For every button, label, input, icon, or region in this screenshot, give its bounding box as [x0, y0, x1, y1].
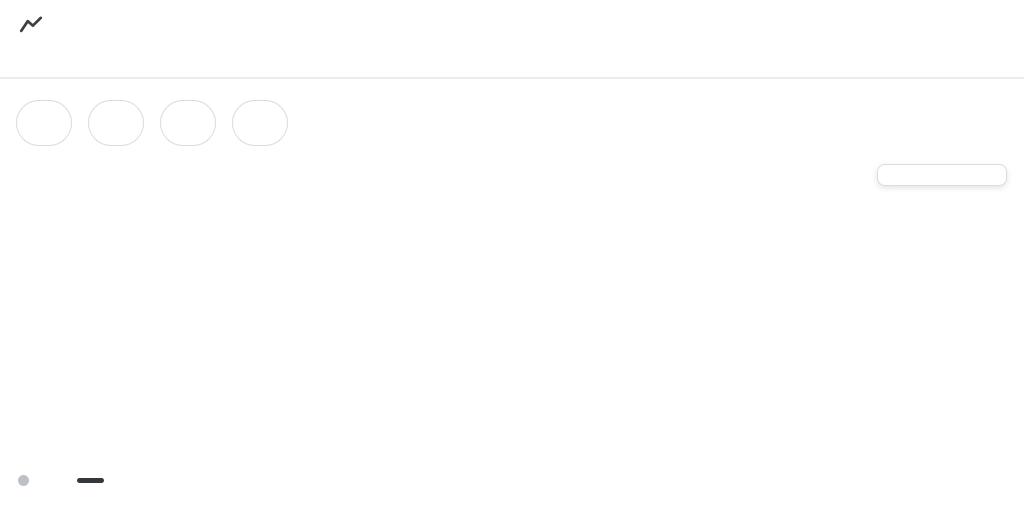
chart-area: [0, 154, 1024, 466]
legend-item-deaths: [18, 475, 39, 486]
filter-chip-country[interactable]: [88, 100, 144, 146]
filter-bar: [0, 79, 1024, 146]
chart-tooltip: [877, 164, 1007, 186]
filter-chip-metric[interactable]: [16, 100, 72, 146]
source-line: [19, 45, 1006, 62]
chart-legend: [0, 466, 1024, 486]
trending-chart-icon: [18, 13, 44, 39]
header-divider: [0, 77, 1024, 79]
deaths-chart[interactable]: [0, 154, 1024, 466]
header: [0, 0, 1024, 62]
filter-chip-timerange[interactable]: [232, 100, 288, 146]
avg-line-swatch-icon: [77, 478, 104, 483]
filter-chip-region[interactable]: [160, 100, 216, 146]
deaths-swatch-icon: [18, 475, 29, 486]
legend-item-avg: [77, 478, 114, 483]
